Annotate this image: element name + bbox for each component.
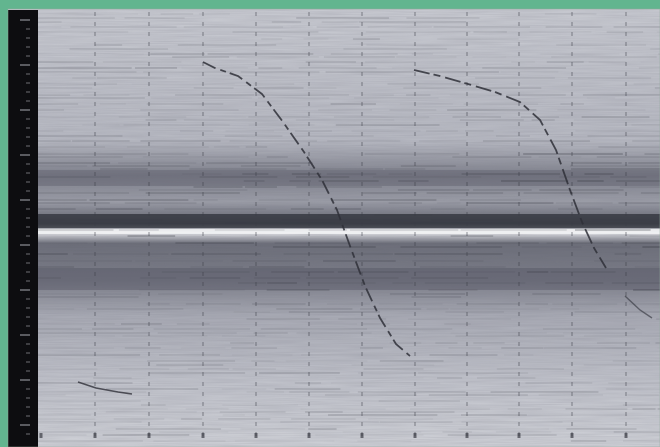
bottom-tick xyxy=(147,433,151,438)
bottom-tick xyxy=(517,433,521,438)
dark-band-lower xyxy=(38,268,660,290)
bottom-tick xyxy=(413,433,417,438)
scale-strip-ticks xyxy=(20,19,30,435)
bottom-tick xyxy=(570,433,574,438)
trace-curve-left xyxy=(202,61,411,357)
bottom-tick xyxy=(39,433,43,438)
bottom-tick xyxy=(254,433,258,438)
scale-strip xyxy=(8,10,38,447)
bright-line-center xyxy=(38,229,660,234)
bottom-tick xyxy=(307,433,311,438)
bottom-tick xyxy=(360,433,364,438)
trace-curve-right xyxy=(413,69,607,269)
bottom-tick xyxy=(201,433,205,438)
bottom-tick-marks xyxy=(39,433,628,438)
trace-curve-bottom-left xyxy=(77,381,133,395)
paper-edge xyxy=(7,8,660,447)
bottom-tick xyxy=(624,433,628,438)
dark-band-center xyxy=(38,214,660,228)
horizontal-streaks xyxy=(38,13,660,442)
trace-tail-right xyxy=(624,295,653,319)
dark-band-upper xyxy=(38,170,660,186)
bottom-tick xyxy=(93,433,97,438)
bottom-tick xyxy=(465,433,469,438)
